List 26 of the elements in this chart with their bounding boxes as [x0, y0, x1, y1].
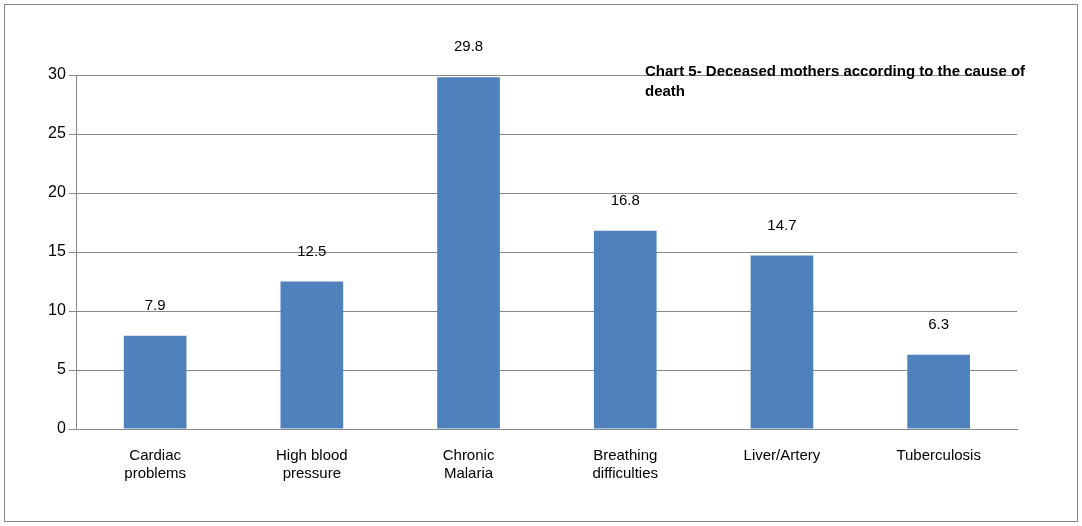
- y-tick-label: 25: [48, 124, 66, 142]
- bar: [593, 230, 657, 429]
- x-tick-label: Liver/Artery: [743, 446, 821, 464]
- y-tick-label: 20: [48, 183, 66, 201]
- y-tick-label: 5: [56, 360, 66, 378]
- data-label: 16.8: [610, 190, 640, 208]
- x-tick-label: High blood pressure: [275, 446, 348, 482]
- data-label: 12.5: [297, 241, 327, 259]
- chart-title: Chart 5- Deceased mothers according to the cause of death: [645, 61, 1027, 101]
- bar: [123, 335, 187, 429]
- y-tick-label: 30: [48, 65, 66, 83]
- x-tick-label: Tuberculosis: [896, 446, 981, 464]
- bar: [280, 281, 344, 429]
- data-label: 14.7: [767, 215, 797, 233]
- data-label: 29.8: [453, 37, 484, 55]
- y-tick-label: 15: [48, 242, 66, 260]
- y-tick-label: 0: [56, 419, 66, 437]
- data-label: 6.3: [928, 314, 950, 332]
- x-tick-label: Breathing difficulties: [592, 446, 659, 482]
- x-tick-label: Chronic Malaria: [442, 446, 495, 482]
- bar: [907, 354, 970, 429]
- y-tick-label: 10: [48, 301, 66, 319]
- data-label: 7.9: [144, 295, 166, 313]
- bar: [750, 255, 814, 429]
- x-tick-label: Cardiac problems: [124, 446, 186, 482]
- bar: [437, 77, 500, 429]
